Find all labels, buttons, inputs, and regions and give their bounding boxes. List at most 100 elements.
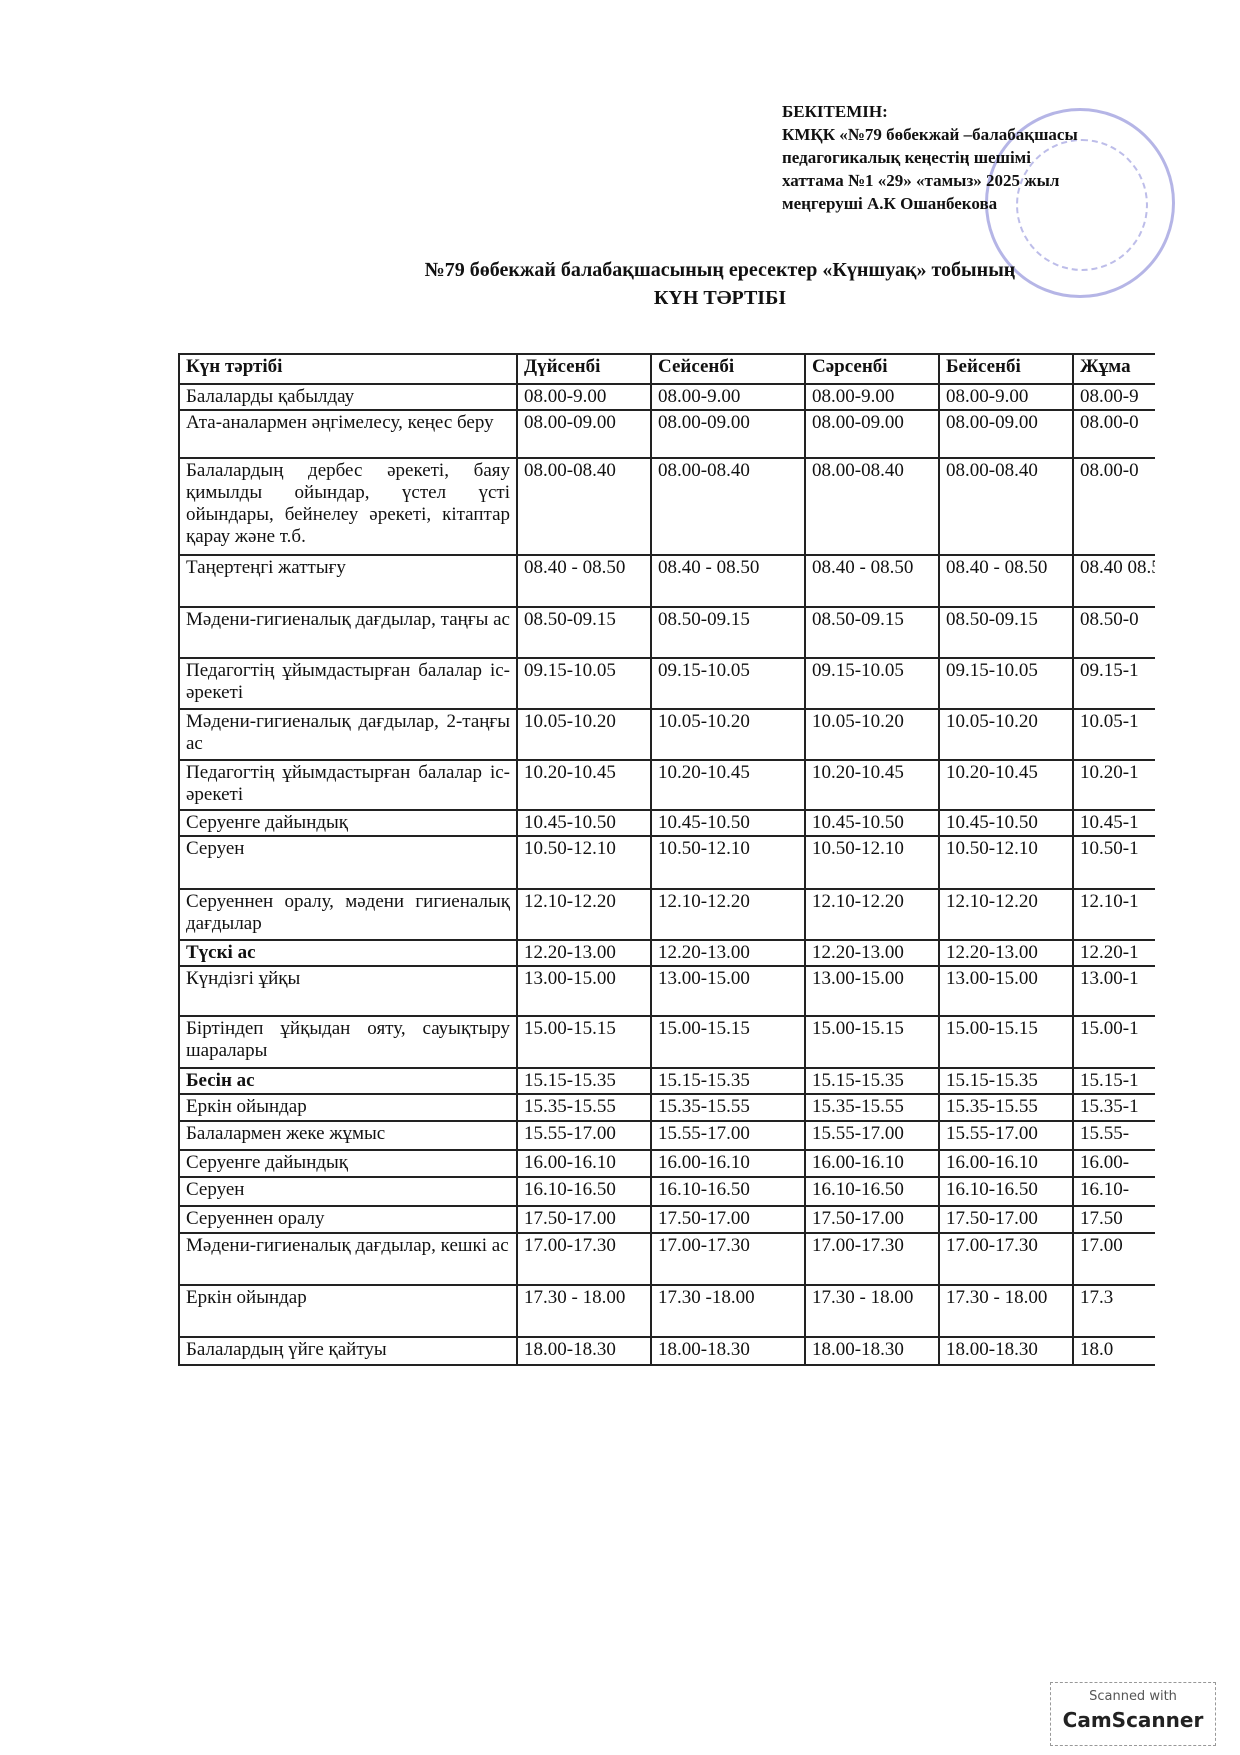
- time-cell: 12.10-12.20: [516, 888, 652, 941]
- time-cell: 08.00-9.00: [650, 383, 806, 411]
- time-cell: 13.00-15.00: [938, 965, 1074, 1017]
- activity-cell: Серуеннен оралу: [178, 1205, 518, 1234]
- header-cell: Дүйсенбі: [516, 353, 652, 385]
- time-cell: 08.00-9: [1072, 383, 1155, 411]
- time-cell: 10.20-10.45: [650, 759, 806, 811]
- time-cell: 08.40 08.50: [1072, 554, 1155, 608]
- time-cell: 16.00-16.10: [938, 1149, 1074, 1178]
- watermark-caption: Scanned with: [1089, 1689, 1177, 1704]
- activity-cell: Күндізгі ұйқы: [178, 965, 518, 1017]
- activity-cell: Мәдени-гигиеналық дағдылар, таңғы ас: [178, 606, 518, 659]
- approval-line: КМҚК «№79 бөбекжай –балабақшасы: [782, 125, 1078, 144]
- time-cell: 10.50-12.10: [516, 835, 652, 890]
- schedule-row: Мәдени-гигиеналық дағдылар, 2-таңғы ас 10…: [178, 708, 1155, 761]
- schedule-row: Еркін ойындар 15.35-15.55 15.35-15.55 15.35…: [178, 1093, 1155, 1122]
- schedule-row: Серуеннен оралу, мәдени гигиеналық дағды…: [178, 888, 1155, 941]
- time-cell: 10.50-1: [1072, 835, 1155, 890]
- time-cell: 15.55-17.00: [938, 1120, 1074, 1151]
- time-cell: 10.45-10.50: [804, 809, 940, 837]
- time-cell: 16.10-16.50: [650, 1176, 806, 1207]
- time-cell: 08.00-0: [1072, 457, 1155, 556]
- time-cell: 17.50: [1072, 1205, 1155, 1234]
- activity-cell: Серуенге дайындық: [178, 1149, 518, 1178]
- time-cell: 08.00-08.40: [938, 457, 1074, 556]
- time-cell: 12.10-12.20: [650, 888, 806, 941]
- time-cell: 15.15-15.35: [938, 1067, 1074, 1095]
- time-cell: 10.20-10.45: [804, 759, 940, 811]
- time-cell: 13.00-1: [1072, 965, 1155, 1017]
- watermark-brand: CamScanner: [1062, 1708, 1204, 1732]
- time-cell: 10.20-1: [1072, 759, 1155, 811]
- time-cell: 15.00-15.15: [938, 1015, 1074, 1069]
- time-cell: 12.10-1: [1072, 888, 1155, 941]
- time-cell: 18.00-18.30: [938, 1336, 1074, 1366]
- approval-line: хаттама №1 «29» «тамыз» 2025 жыл: [782, 171, 1060, 190]
- time-cell: 10.50-12.10: [804, 835, 940, 890]
- schedule-row: Педагогтің ұйымдастырған балалар іс-әрек…: [178, 759, 1155, 811]
- activity-cell: Мәдени-гигиеналық дағдылар, кешкі ас: [178, 1232, 518, 1286]
- time-cell: 08.40 - 08.50: [938, 554, 1074, 608]
- time-cell: 10.50-12.10: [650, 835, 806, 890]
- time-cell: 12.10-12.20: [804, 888, 940, 941]
- time-cell: 08.40 - 08.50: [650, 554, 806, 608]
- schedule-table: Күн тәртібі Дүйсенбі Сейсенбі Сәрсенбі Бейсе…: [178, 353, 1155, 1366]
- approval-line: меңгеруші А.К Ошанбекова: [782, 194, 998, 213]
- activity-cell: Еркін ойындар: [178, 1284, 518, 1338]
- time-cell: 09.15-1: [1072, 657, 1155, 710]
- time-cell: 09.15-10.05: [804, 657, 940, 710]
- time-cell: 08.00-9.00: [516, 383, 652, 411]
- approval-line: педагогикалық кеңестің шешімі: [782, 148, 1031, 167]
- schedule-row: Балалардың дербес әрекеті, баяу қимылды …: [178, 457, 1155, 556]
- time-cell: 08.00-08.40: [516, 457, 652, 556]
- activity-cell: Серуен: [178, 1176, 518, 1207]
- time-cell: 15.00-1: [1072, 1015, 1155, 1069]
- activity-cell: Біртіндеп ұйқыдан ояту, сауықтыру шарала…: [178, 1015, 518, 1069]
- schedule-row: Түскі ас 12.20-13.00 12.20-13.00 12.20-13.0…: [178, 939, 1155, 967]
- activity-cell: Педагогтің ұйымдастырған балалар іс-әрек…: [178, 657, 518, 710]
- time-cell: 16.10-16.50: [804, 1176, 940, 1207]
- time-cell: 12.20-13.00: [516, 939, 652, 967]
- time-cell: 08.00-09.00: [804, 409, 940, 459]
- activity-cell: Балаларды қабылдау: [178, 383, 518, 411]
- time-cell: 16.00-: [1072, 1149, 1155, 1178]
- time-cell: 12.20-1: [1072, 939, 1155, 967]
- time-cell: 17.50-17.00: [650, 1205, 806, 1234]
- time-cell: 10.20-10.45: [938, 759, 1074, 811]
- title-line: КҮН ТӘРТІБІ: [653, 287, 787, 309]
- header-cell: Сәрсенбі: [804, 353, 940, 385]
- schedule-row: Таңертеңгі жаттығу 08.40 - 08.50 08.40 - 0…: [178, 554, 1155, 608]
- time-cell: 17.00: [1072, 1232, 1155, 1286]
- schedule-row: Еркін ойындар 17.30 - 18.00 17.30 -18.00 17…: [178, 1284, 1155, 1338]
- document-title: №79 бөбекжай балабақшасының ересектер «К…: [300, 256, 1140, 312]
- schedule-row: Балалардың үйге қайтуы 18.00-18.30 18.00-1…: [178, 1336, 1155, 1366]
- time-cell: 10.05-1: [1072, 708, 1155, 761]
- activity-cell: Балалардың дербес әрекеті, баяу қимылды …: [178, 457, 518, 556]
- time-cell: 09.15-10.05: [938, 657, 1074, 710]
- time-cell: 17.3: [1072, 1284, 1155, 1338]
- time-cell: 15.55-: [1072, 1120, 1155, 1151]
- time-cell: 10.05-10.20: [938, 708, 1074, 761]
- activity-cell: Балалардың үйге қайтуы: [178, 1336, 518, 1366]
- activity-cell: Балалармен жеке жұмыс: [178, 1120, 518, 1151]
- time-cell: 08.00-08.40: [650, 457, 806, 556]
- watermark: Scanned with CamScanner: [1050, 1682, 1216, 1746]
- time-cell: 17.00-17.30: [938, 1232, 1074, 1286]
- schedule-row: Серуен 10.50-12.10 10.50-12.10 10.50-12.10 1…: [178, 835, 1155, 890]
- time-cell: 17.30 - 18.00: [938, 1284, 1074, 1338]
- time-cell: 08.00-09.00: [938, 409, 1074, 459]
- time-cell: 15.00-15.15: [804, 1015, 940, 1069]
- schedule-row: Педагогтің ұйымдастырған балалар іс-әрек…: [178, 657, 1155, 710]
- time-cell: 17.30 -18.00: [650, 1284, 806, 1338]
- time-cell: 12.20-13.00: [804, 939, 940, 967]
- time-cell: 13.00-15.00: [650, 965, 806, 1017]
- time-cell: 17.00-17.30: [516, 1232, 652, 1286]
- activity-cell: Түскі ас: [178, 939, 518, 967]
- time-cell: 17.00-17.30: [804, 1232, 940, 1286]
- time-cell: 10.05-10.20: [650, 708, 806, 761]
- time-cell: 15.55-17.00: [516, 1120, 652, 1151]
- header-cell: Сейсенбі: [650, 353, 806, 385]
- time-cell: 17.30 - 18.00: [516, 1284, 652, 1338]
- time-cell: 15.35-15.55: [650, 1093, 806, 1122]
- time-cell: 15.35-15.55: [938, 1093, 1074, 1122]
